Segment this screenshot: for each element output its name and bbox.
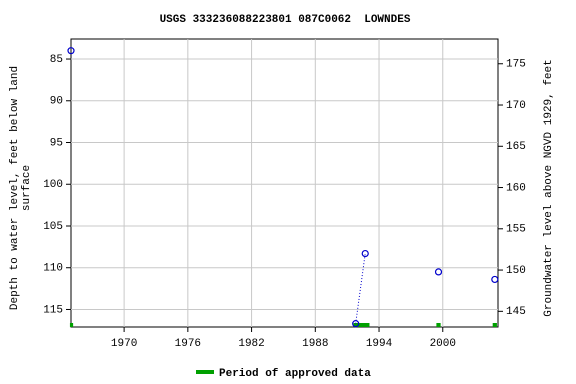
y2-tick-label: 175 (506, 59, 526, 71)
x-tick-label: 2000 (430, 338, 456, 350)
y-tick-label: 85 (50, 54, 63, 66)
x-tick-label: 1988 (302, 338, 328, 350)
y-tick-label: 115 (43, 304, 63, 316)
y-tick-label: 95 (50, 137, 63, 149)
legend-label: Period of approved data (219, 368, 371, 380)
y-tick-label: 110 (43, 263, 63, 275)
y-tick-label: 105 (43, 221, 63, 233)
approved-period (69, 323, 74, 327)
y2-tick-label: 170 (506, 100, 526, 112)
approved-period (436, 323, 441, 327)
approved-period (492, 323, 497, 327)
y-axis-label: Depth to water level, feet below land (9, 66, 21, 310)
data-point (361, 249, 369, 258)
data-point (491, 275, 499, 284)
data-point (67, 47, 75, 55)
y2-tick-label: 160 (506, 182, 526, 194)
series-line (355, 253, 366, 324)
y2-tick-label: 165 (506, 141, 526, 153)
y2-axis-label: Groundwater level above NGVD 1929, feet (543, 59, 555, 316)
y2-tick-label: 150 (506, 265, 526, 277)
y-tick-label: 100 (43, 179, 63, 191)
chart-title: USGS 333236088223801 087C0062 LOWNDES (160, 14, 411, 26)
x-tick-label: 1970 (111, 338, 137, 350)
data-point (352, 320, 360, 328)
plot-frame (70, 38, 499, 328)
x-tick-label: 1982 (238, 338, 264, 350)
y-axis-label: surface (21, 165, 33, 211)
data-point (434, 268, 443, 276)
x-tick-label: 1994 (366, 338, 393, 350)
x-tick-label: 1976 (175, 338, 201, 350)
approved-period (353, 323, 370, 327)
y2-tick-label: 155 (506, 224, 526, 236)
y-tick-label: 90 (50, 96, 63, 108)
y2-tick-label: 145 (506, 306, 526, 318)
